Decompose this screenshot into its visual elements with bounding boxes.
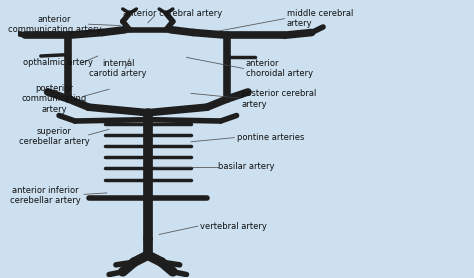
Text: opthalmic artery: opthalmic artery: [23, 58, 92, 68]
Text: internal
carotid artery: internal carotid artery: [90, 59, 147, 78]
Text: anterior
choroidal artery: anterior choroidal artery: [246, 59, 313, 78]
Text: basilar artery: basilar artery: [219, 162, 275, 171]
Text: vertebral artery: vertebral artery: [200, 222, 267, 231]
Text: anterior
communicating artery: anterior communicating artery: [8, 14, 101, 34]
Text: posterior cerebral
artery: posterior cerebral artery: [241, 89, 317, 109]
Text: anterior inferior
cerebellar artery: anterior inferior cerebellar artery: [10, 186, 81, 205]
Text: pontine arteries: pontine arteries: [237, 133, 304, 142]
Text: superior
cerebellar artery: superior cerebellar artery: [19, 126, 90, 146]
Text: anterior cerebral artery: anterior cerebral artery: [123, 9, 222, 18]
Text: middle cerebral
artery: middle cerebral artery: [287, 9, 353, 28]
Text: posterior
communicating
artery: posterior communicating artery: [22, 84, 87, 114]
